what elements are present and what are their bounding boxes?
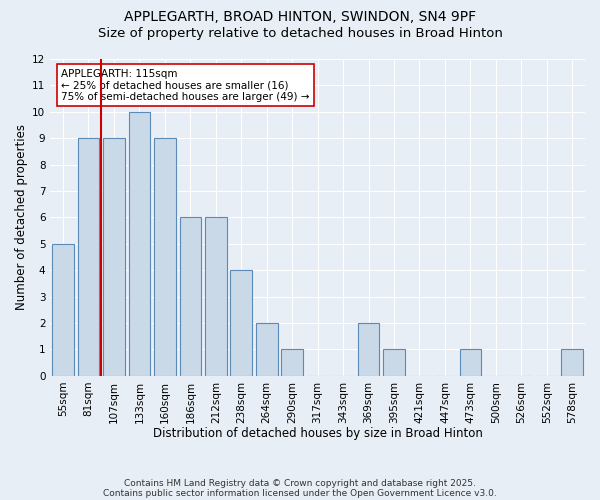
Bar — [230, 270, 252, 376]
Bar — [154, 138, 176, 376]
Text: Size of property relative to detached houses in Broad Hinton: Size of property relative to detached ho… — [98, 28, 502, 40]
Bar — [460, 350, 481, 376]
Bar — [52, 244, 74, 376]
Bar — [281, 350, 303, 376]
Bar — [205, 218, 227, 376]
Text: APPLEGARTH, BROAD HINTON, SWINDON, SN4 9PF: APPLEGARTH, BROAD HINTON, SWINDON, SN4 9… — [124, 10, 476, 24]
Y-axis label: Number of detached properties: Number of detached properties — [15, 124, 28, 310]
Bar — [256, 323, 278, 376]
Bar — [562, 350, 583, 376]
Bar — [128, 112, 150, 376]
Text: APPLEGARTH: 115sqm
← 25% of detached houses are smaller (16)
75% of semi-detache: APPLEGARTH: 115sqm ← 25% of detached hou… — [61, 68, 310, 102]
Bar — [103, 138, 125, 376]
Bar — [179, 218, 201, 376]
Text: Contains HM Land Registry data © Crown copyright and database right 2025.: Contains HM Land Registry data © Crown c… — [124, 478, 476, 488]
Bar — [383, 350, 405, 376]
Text: Contains public sector information licensed under the Open Government Licence v3: Contains public sector information licen… — [103, 488, 497, 498]
X-axis label: Distribution of detached houses by size in Broad Hinton: Distribution of detached houses by size … — [153, 427, 482, 440]
Bar — [77, 138, 99, 376]
Bar — [358, 323, 379, 376]
